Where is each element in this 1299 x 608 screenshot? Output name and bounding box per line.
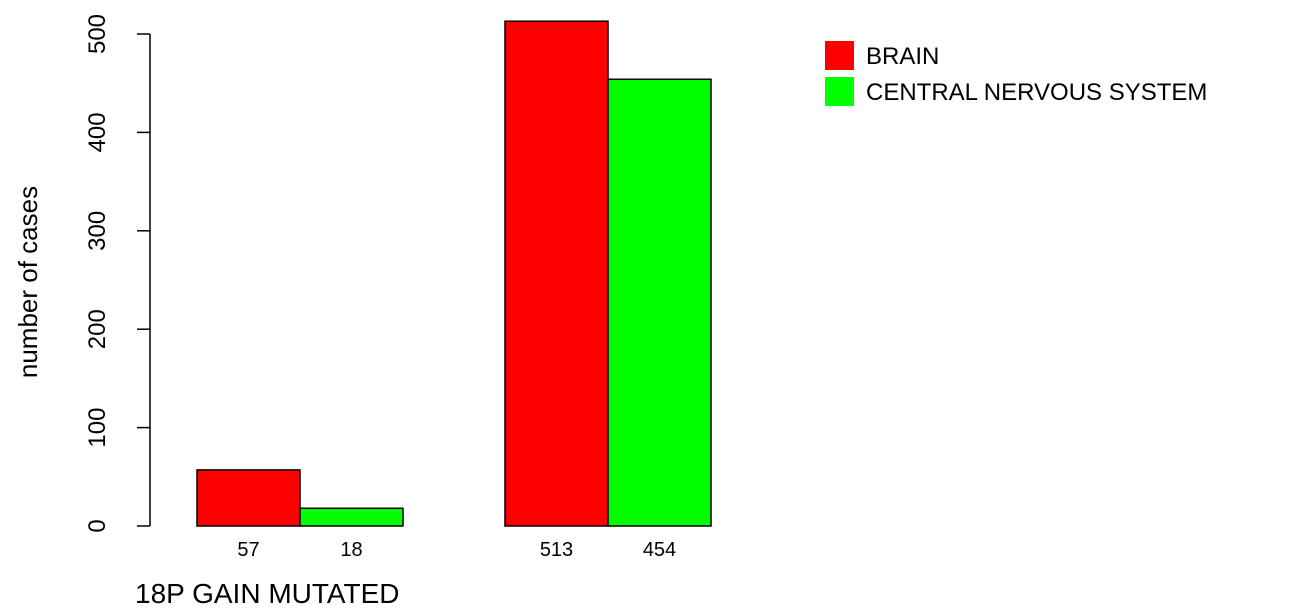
bars — [196, 20, 712, 527]
bar — [607, 78, 712, 527]
y-axis: 0 100 200 300 400 500 — [84, 14, 151, 533]
y-axis-label: number of cases — [13, 186, 43, 378]
bar-labels: 57 513 18 454 — [237, 539, 676, 561]
y-tick-label: 200 — [84, 309, 111, 349]
bar — [504, 20, 609, 527]
legend-label: BRAIN — [866, 43, 939, 70]
bar-value-label: 57 — [237, 539, 259, 561]
y-tick-label: 500 — [84, 14, 111, 54]
bar — [299, 507, 404, 527]
y-tick-label: 0 — [84, 519, 111, 532]
x-axis-label: 18P GAIN MUTATED — [135, 578, 400, 608]
legend-label: CENTRAL NERVOUS SYSTEM — [866, 79, 1207, 106]
legend: BRAIN CENTRAL NERVOUS SYSTEM — [825, 41, 1207, 106]
legend-swatch — [825, 41, 854, 70]
bar-value-label: 454 — [643, 539, 676, 561]
bar-value-label: 513 — [540, 539, 573, 561]
legend-swatch — [825, 77, 854, 106]
bar — [196, 469, 301, 527]
y-tick-label: 300 — [84, 211, 111, 251]
y-tick-label: 400 — [84, 112, 111, 152]
y-tick-label: 100 — [84, 408, 111, 448]
bar-value-label: 18 — [340, 539, 362, 561]
